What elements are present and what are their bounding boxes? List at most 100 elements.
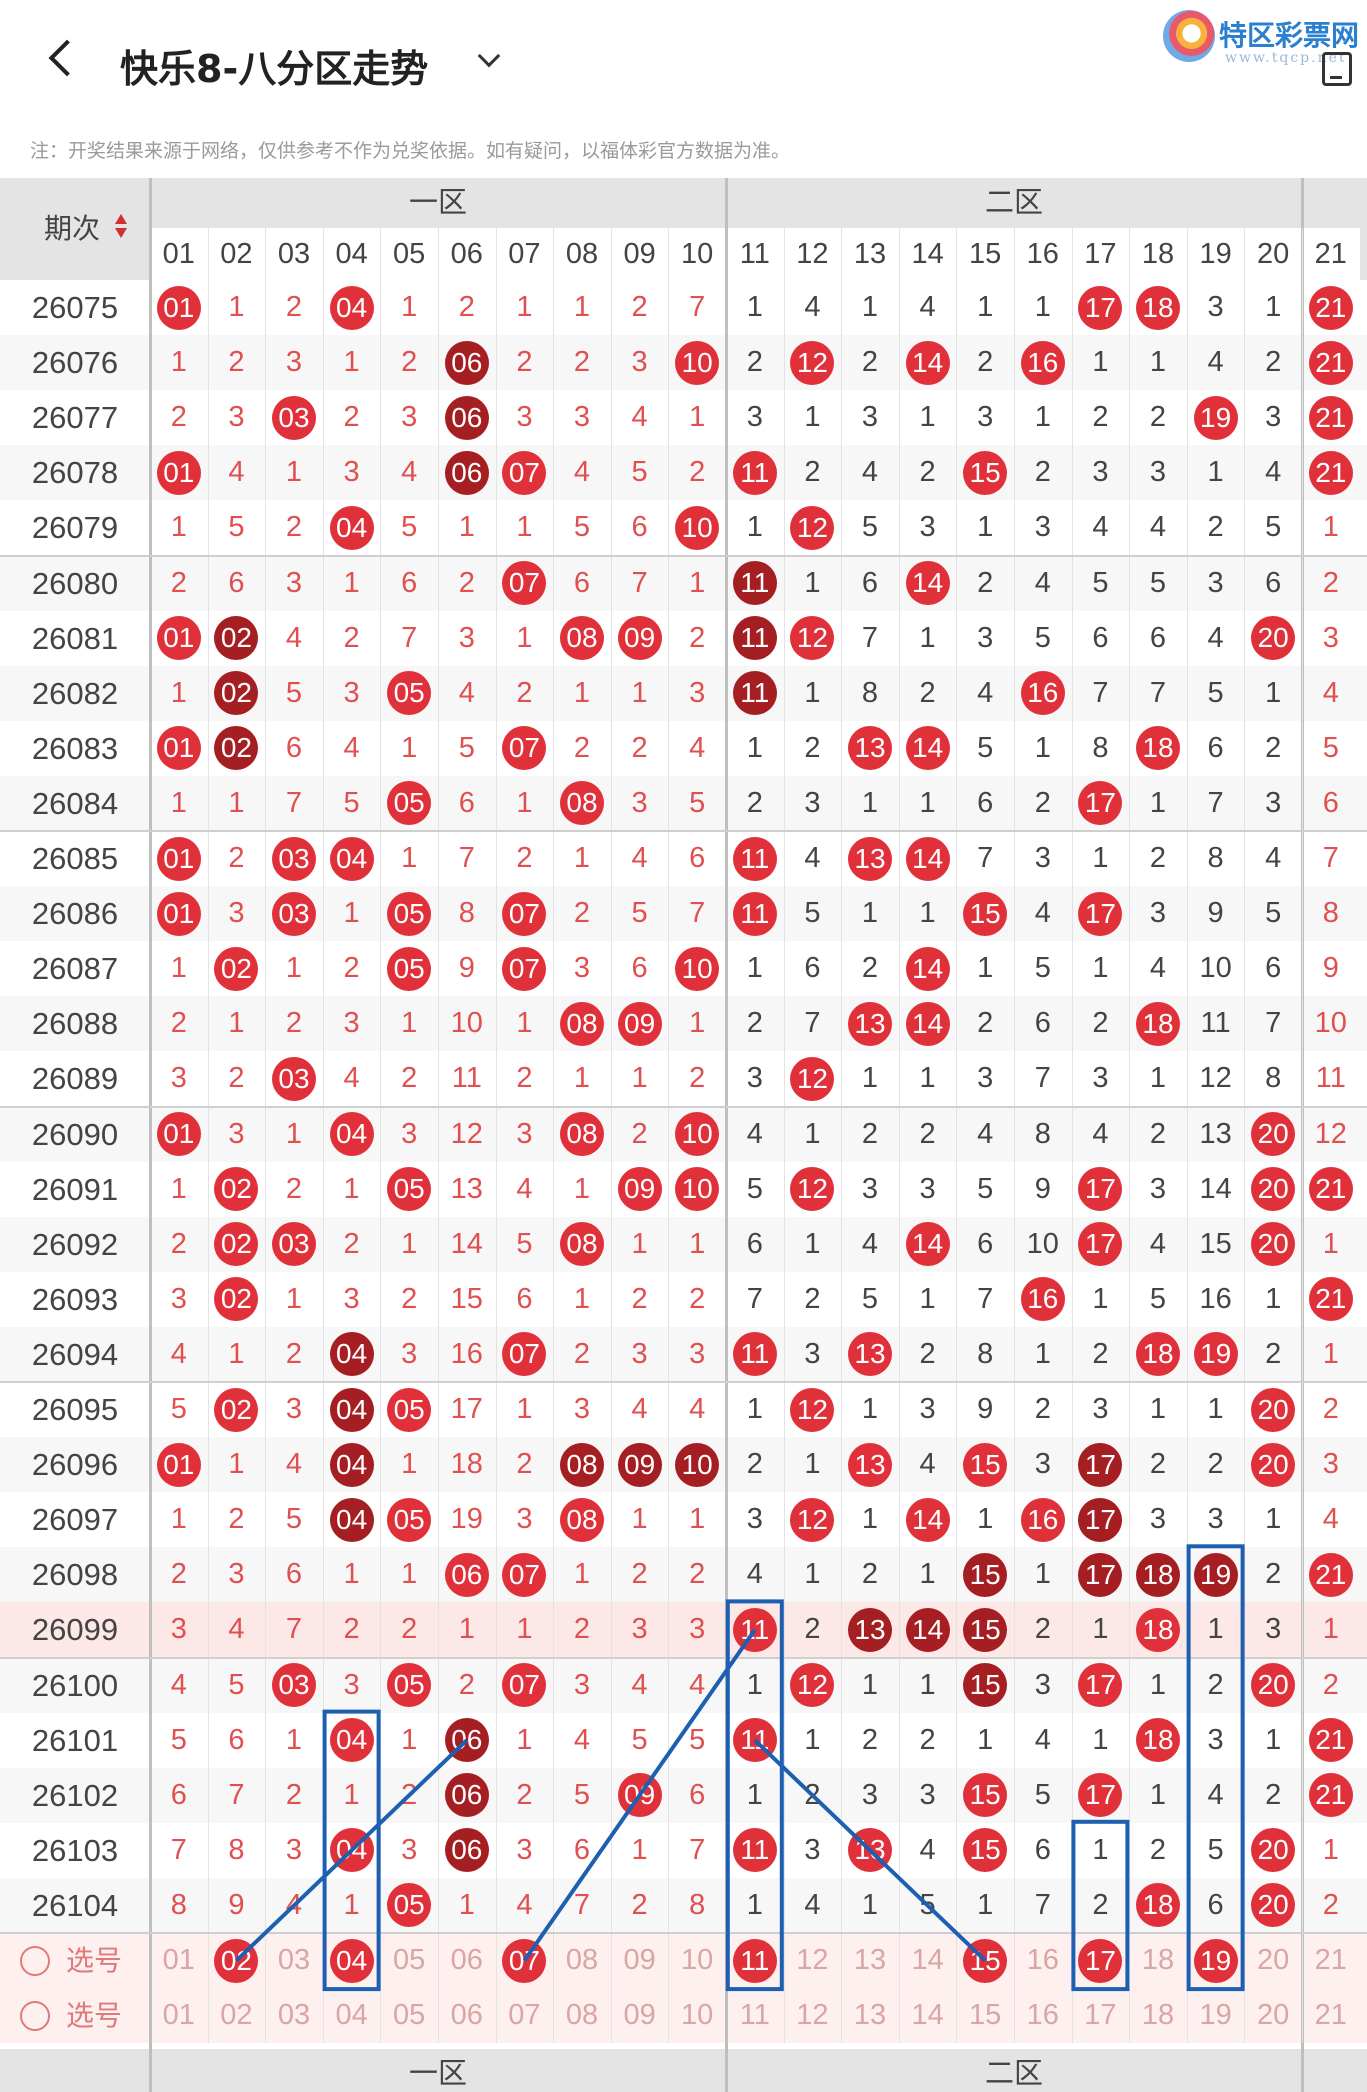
pick-number-cell[interactable]: 09 [623, 1944, 656, 1976]
pick-number-cell[interactable]: 03 [277, 1944, 311, 1976]
pick-number-cell[interactable]: 20 [1257, 1944, 1290, 1976]
pick-radio-button[interactable] [20, 1945, 50, 1976]
miss-count-cell: 5 [285, 676, 303, 709]
miss-count-cell: 5 [516, 1227, 533, 1260]
miss-count-cell: 1 [746, 1888, 763, 1921]
sort-icon[interactable] [114, 214, 128, 244]
screen-rotate-icon[interactable] [1322, 52, 1352, 86]
miss-count-cell: 4 [1149, 1227, 1167, 1260]
drawn-number-ball: 05 [387, 1497, 432, 1542]
pick-number-cell[interactable]: 13 [853, 1944, 887, 1976]
pick-number-cell[interactable]: 17 [1084, 1999, 1117, 2032]
column-header: 12 [783, 228, 842, 280]
pick-number-cell[interactable]: 20 [1257, 1999, 1290, 2032]
miss-count-cell: 4 [1207, 346, 1224, 379]
drawn-number-ball: 03 [272, 836, 316, 881]
selected-pick-ball[interactable]: 02 [214, 1938, 259, 1983]
pick-number-cell[interactable]: 21 [1314, 1999, 1347, 2032]
miss-count-cell: 6 [170, 1778, 187, 1811]
selected-pick-ball[interactable]: 11 [732, 1938, 777, 1983]
drawn-number-ball: 01 [156, 285, 201, 330]
pick-number-cell[interactable]: 12 [796, 1999, 829, 2032]
miss-count-cell: 1 [1149, 1778, 1167, 1811]
pick-number-cell[interactable]: 08 [565, 1944, 599, 1976]
selected-pick-ball[interactable]: 04 [329, 1938, 374, 1983]
pick-number-cell[interactable]: 01 [162, 1944, 195, 1976]
miss-count-cell: 1 [516, 511, 533, 544]
pick-number-cell[interactable]: 06 [450, 1999, 483, 2032]
pick-number-cell[interactable]: 09 [623, 1999, 656, 2032]
pick-number-cell[interactable]: 10 [681, 1944, 714, 1976]
pick-number-cell[interactable]: 05 [393, 1944, 426, 1976]
miss-count-cell: 3 [1034, 1448, 1051, 1481]
miss-count-cell: 2 [401, 1282, 418, 1315]
miss-count-cell: 4 [343, 731, 360, 764]
pick-number-cell[interactable]: 14 [911, 1944, 944, 1976]
miss-count-cell: 3 [1092, 1393, 1109, 1425]
period-cell: 26083 [31, 730, 119, 766]
period-column-header[interactable]: 期次 [0, 178, 150, 280]
miss-count-cell: 5 [1322, 731, 1339, 764]
pick-number-cell[interactable]: 21 [1314, 1944, 1347, 1976]
pick-number-cell[interactable]: 11 [739, 1999, 770, 2032]
pick-number-cell[interactable]: 01 [162, 1999, 195, 2032]
pick-number-cell[interactable]: 04 [335, 1999, 368, 2032]
miss-count-cell: 2 [516, 346, 533, 379]
miss-count-cell: 1 [573, 676, 591, 709]
selected-pick-ball[interactable]: 19 [1193, 1938, 1238, 1983]
miss-count-cell: 1 [1207, 456, 1224, 489]
pick-number-cell[interactable]: 18 [1141, 1999, 1175, 2032]
miss-count-cell: 2 [804, 731, 821, 764]
miss-count-cell: 5 [861, 511, 879, 544]
drawn-number-ball: 17 [1078, 1497, 1123, 1542]
drawn-number-ball: 11 [732, 891, 777, 936]
pick-number-cell[interactable]: 18 [1141, 1944, 1175, 1976]
pick-number-cell[interactable]: 19 [1199, 1999, 1232, 2032]
pick-number-cell[interactable]: 02 [220, 1999, 253, 2032]
selected-pick-ball[interactable]: 17 [1078, 1938, 1123, 1983]
miss-count-cell: 8 [1322, 897, 1339, 930]
pick-number-cell[interactable]: 12 [796, 1944, 829, 1976]
pick-number-cell[interactable]: 16 [1026, 1944, 1059, 1976]
table-row [0, 555, 1367, 611]
miss-count-cell: 3 [861, 1172, 879, 1205]
pick-number-cell[interactable]: 15 [969, 1999, 1002, 2032]
drawn-number-ball: 01 [156, 1112, 201, 1157]
pick-number-cell[interactable]: 14 [911, 1999, 944, 2032]
miss-count-cell: 2 [631, 1282, 648, 1315]
miss-count-cell: 2 [919, 1117, 936, 1150]
miss-count-cell: 5 [228, 1668, 245, 1701]
miss-count-cell: 6 [1034, 1007, 1051, 1040]
miss-count-cell: 1 [861, 1668, 879, 1701]
miss-count-cell: 1 [573, 1062, 591, 1095]
miss-count-cell: 8 [1265, 1062, 1282, 1095]
miss-count-cell: 2 [631, 1888, 648, 1921]
drawn-number-ball: 04 [329, 505, 374, 550]
miss-count-cell: 4 [746, 1117, 763, 1150]
pick-number-cell[interactable]: 06 [450, 1944, 483, 1976]
pick-number-cell[interactable]: 07 [508, 1999, 541, 2032]
miss-count-cell: 3 [401, 1337, 418, 1370]
chevron-down-icon[interactable] [476, 48, 502, 74]
drawn-number-ball: 01 [156, 450, 201, 495]
back-arrow-icon[interactable] [40, 35, 80, 85]
selected-pick-ball[interactable]: 07 [502, 1938, 547, 1983]
miss-count-cell: 1 [746, 291, 763, 323]
pick-number-cell[interactable]: 05 [393, 1999, 426, 2032]
miss-count-cell: 1 [804, 676, 821, 709]
miss-count-cell: 1 [516, 621, 533, 654]
pick-number-cell[interactable]: 16 [1026, 1999, 1059, 2032]
miss-count-cell: 5 [285, 1503, 303, 1536]
pick-number-cell[interactable]: 03 [277, 1999, 311, 2032]
drawn-number-ball: 18 [1136, 285, 1180, 330]
pick-radio-button[interactable] [20, 2000, 50, 2031]
column-divider [956, 228, 958, 2044]
selected-pick-ball[interactable]: 15 [963, 1938, 1008, 1983]
miss-count-cell: 2 [343, 952, 360, 985]
miss-count-cell: 2 [401, 346, 418, 379]
pick-number-cell[interactable]: 13 [853, 1999, 887, 2032]
pick-number-cell[interactable]: 10 [681, 1999, 714, 2032]
miss-count-cell: 3 [977, 1062, 994, 1095]
pick-number-cell[interactable]: 08 [565, 1999, 599, 2032]
miss-count-cell: 2 [1149, 1448, 1167, 1481]
